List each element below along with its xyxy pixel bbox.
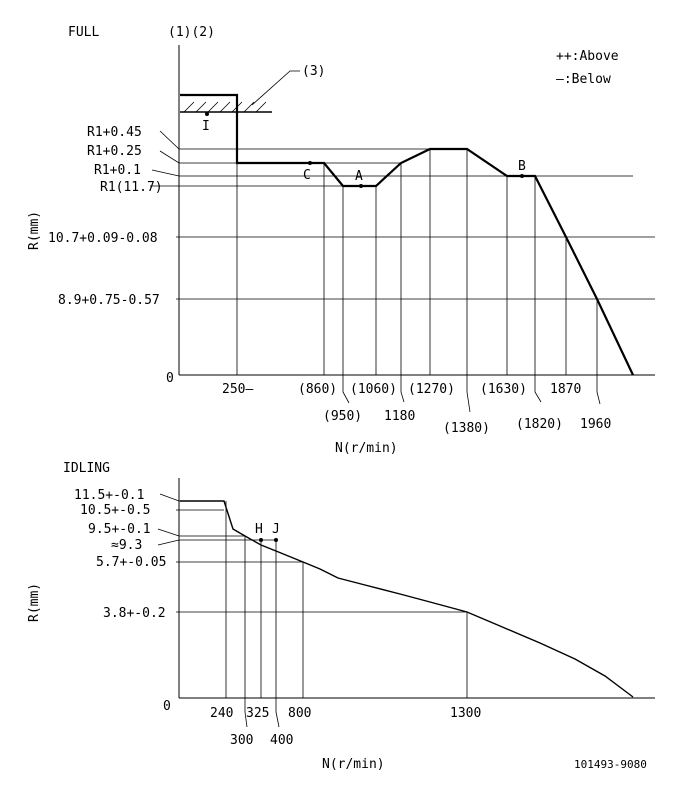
- full-rack-curve: [180, 93, 634, 376]
- idling-y-label-3-8: 3.8+-0.2: [103, 606, 166, 621]
- idling-x-label-800: 800: [288, 706, 311, 721]
- full-ref-line-r1-025: [159, 150, 400, 164]
- idling-x-label-400: 400: [270, 733, 293, 748]
- full-title: FULL: [68, 25, 99, 40]
- full-point-i: I: [202, 119, 210, 134]
- idling-x-axis-label: N(r/min): [322, 757, 385, 772]
- full-point-b: B: [518, 159, 526, 174]
- idling-chart: IDLING 0 R(mm) 11.5+-0.1 10.5+-0.5 9.5+-…: [27, 461, 655, 772]
- legend-below: —:Below: [556, 72, 611, 87]
- full-x-label-1870: 1870: [550, 382, 581, 397]
- idling-point-h-marker: [259, 538, 263, 542]
- full-point-c: C: [303, 168, 311, 183]
- document-number: 101493-9080: [574, 758, 647, 771]
- full-y-label-r1-045: R1+0.45: [87, 125, 142, 140]
- idling-y-label-5-7: 5.7+-0.05: [96, 555, 166, 570]
- full-x-label-1060: (1060): [350, 382, 397, 397]
- full-origin: 0: [166, 371, 174, 386]
- full-x-label-1380: (1380): [443, 421, 490, 436]
- idling-x-label-300: 300: [230, 733, 253, 748]
- full-stop-leader: [251, 70, 300, 106]
- idling-point-j: J: [272, 522, 280, 537]
- full-drop-1380: [466, 149, 471, 413]
- full-drop-1820: [534, 176, 542, 403]
- full-x-label-1820: (1820): [516, 417, 563, 432]
- full-point-a: A: [355, 169, 363, 184]
- full-y-label-10-7: 10.7+0.09-0.08: [48, 231, 158, 246]
- idling-x-label-240: 240: [210, 706, 233, 721]
- full-x-label-250: 250—: [222, 382, 253, 397]
- full-point-a-marker: [359, 184, 363, 188]
- idling-drop-300: [244, 536, 248, 728]
- idling-y-label-10-5: 10.5+-0.5: [80, 503, 150, 518]
- legend-above: ++:Above: [556, 49, 619, 64]
- full-x-label-1180: 1180: [384, 409, 415, 424]
- full-point-c-marker: [308, 161, 312, 165]
- full-y-axis-label: R(mm): [27, 211, 42, 250]
- idling-title: IDLING: [63, 461, 110, 476]
- full-x-label-1960: 1960: [580, 417, 611, 432]
- idling-ref-line-9-5: [157, 528, 246, 537]
- full-drop-1960: [596, 299, 601, 405]
- idling-y-label-9-5: 9.5+-0.1: [88, 522, 151, 537]
- full-point-i-marker: [205, 112, 209, 116]
- full-x-label-860: (860): [298, 382, 337, 397]
- idling-x-label-325: 325: [246, 706, 269, 721]
- idling-y-label-9-3: ≈9.3: [111, 538, 142, 553]
- idling-rack-curve: [180, 500, 634, 698]
- full-x-label-1270: (1270): [408, 382, 455, 397]
- full-stop-label: (3): [302, 64, 325, 79]
- full-ref-line-r1-01: [151, 169, 633, 177]
- full-stop-hatching: [183, 101, 267, 113]
- full-drop-1180: [400, 163, 405, 403]
- full-ref-line-r1-045: [159, 130, 466, 150]
- full-point-b-marker: [520, 174, 524, 178]
- full-column-header: (1)(2): [168, 25, 215, 40]
- full-y-label-r1: R1(11.7): [100, 180, 163, 195]
- full-y-label-r1-025: R1+0.25: [87, 144, 142, 159]
- idling-x-label-1300: 1300: [450, 706, 481, 721]
- full-x-label-1630: (1630): [480, 382, 527, 397]
- idling-drop-400: [275, 540, 280, 728]
- idling-origin: 0: [163, 699, 171, 714]
- idling-ref-line-11-5: [159, 493, 224, 502]
- idling-point-j-marker: [274, 538, 278, 542]
- full-x-label-950: (950): [323, 409, 362, 424]
- full-y-label-8-9: 8.9+0.75-0.57: [58, 293, 160, 308]
- full-chart: FULL (1)(2) 0 R(mm) R1+0.45 R1+0.25 R1+0…: [27, 25, 655, 456]
- idling-y-label-11-5: 11.5+-0.1: [74, 488, 144, 503]
- full-drop-950: [342, 186, 350, 404]
- idling-ref-line-9-3: [157, 539, 276, 546]
- full-y-label-r1-01: R1+0.1: [94, 163, 141, 178]
- idling-point-h: H: [255, 522, 263, 537]
- idling-y-axis-label: R(mm): [27, 583, 42, 622]
- full-x-axis-label: N(r/min): [335, 441, 398, 456]
